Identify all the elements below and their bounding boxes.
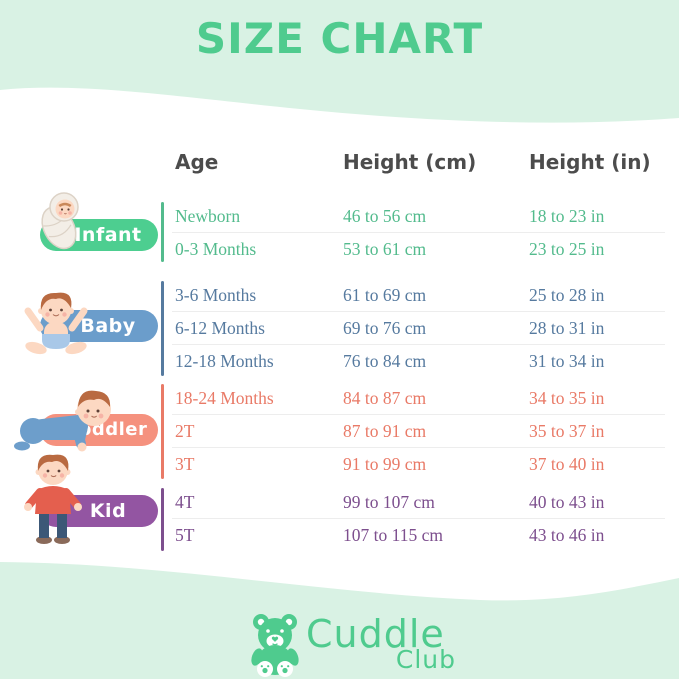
size-group-kid: 4T 99 to 107 cm 40 to 43 in 5T 107 to 11… bbox=[172, 486, 665, 551]
height-cm-cell: 76 to 84 cm bbox=[343, 351, 427, 371]
toddler-group-bar bbox=[161, 384, 164, 479]
height-cm-cell: 91 to 99 cm bbox=[343, 454, 427, 474]
age-cell: 3T bbox=[175, 454, 195, 474]
table-row: Newborn 46 to 56 cm 18 to 23 in bbox=[172, 200, 665, 232]
height-in-cell: 34 to 35 in bbox=[529, 388, 605, 408]
sitting-baby-icon bbox=[24, 292, 88, 355]
size-group-baby: 3-6 Months 61 to 69 cm 25 to 28 in 6-12 … bbox=[172, 279, 665, 377]
height-in-cell: 35 to 37 in bbox=[529, 421, 605, 441]
table-row: 18-24 Months 84 to 87 cm 34 to 35 in bbox=[172, 382, 665, 414]
height-in-cell: 28 to 31 in bbox=[529, 318, 605, 338]
header-height-in: Height (in) bbox=[529, 150, 651, 174]
age-cell: 6-12 Months bbox=[175, 318, 265, 338]
kid-group-bar bbox=[161, 488, 164, 551]
header-age: Age bbox=[175, 150, 219, 174]
infant-group-bar bbox=[161, 202, 164, 262]
height-cm-cell: 87 to 91 cm bbox=[343, 421, 427, 441]
height-cm-cell: 53 to 61 cm bbox=[343, 239, 427, 259]
page-title: SIZE CHART bbox=[195, 14, 484, 63]
table-row: 4T 99 to 107 cm 40 to 43 in bbox=[172, 486, 665, 518]
teddy-bear-icon bbox=[251, 614, 299, 677]
size-group-toddler: 18-24 Months 84 to 87 cm 34 to 35 in 2T … bbox=[172, 382, 665, 480]
age-cell: 2T bbox=[175, 421, 195, 441]
height-in-cell: 37 to 40 in bbox=[529, 454, 605, 474]
table-row: 12-18 Months 76 to 84 cm 31 to 34 in bbox=[172, 344, 665, 377]
table-row: 2T 87 to 91 cm 35 to 37 in bbox=[172, 414, 665, 447]
age-cell: 5T bbox=[175, 525, 195, 545]
age-cell: 3-6 Months bbox=[175, 285, 257, 305]
height-in-cell: 18 to 23 in bbox=[529, 206, 605, 226]
height-cm-cell: 99 to 107 cm bbox=[343, 492, 435, 512]
age-cell: Newborn bbox=[175, 206, 241, 226]
height-in-cell: 31 to 34 in bbox=[529, 351, 605, 371]
height-in-cell: 23 to 25 in bbox=[529, 239, 605, 259]
table-row: 6-12 Months 69 to 76 cm 28 to 31 in bbox=[172, 311, 665, 344]
age-cell: 12-18 Months bbox=[175, 351, 274, 371]
age-cell: 4T bbox=[175, 492, 195, 512]
header-height-cm: Height (cm) bbox=[343, 150, 477, 174]
brand-sub-name: Club bbox=[395, 645, 456, 674]
height-in-cell: 40 to 43 in bbox=[529, 492, 605, 512]
table-row: 3-6 Months 61 to 69 cm 25 to 28 in bbox=[172, 279, 665, 311]
height-cm-cell: 107 to 115 cm bbox=[343, 525, 443, 545]
age-cell: 0-3 Months bbox=[175, 239, 257, 259]
height-cm-cell: 61 to 69 cm bbox=[343, 285, 427, 305]
baby-group-bar bbox=[161, 281, 164, 376]
swaddled-baby-icon bbox=[41, 192, 79, 250]
height-cm-cell: 46 to 56 cm bbox=[343, 206, 427, 226]
size-group-infant: Newborn 46 to 56 cm 18 to 23 in 0-3 Mont… bbox=[172, 200, 665, 265]
table-row: 5T 107 to 115 cm 43 to 46 in bbox=[172, 518, 665, 551]
standing-kid-icon bbox=[24, 454, 82, 544]
age-cell: 18-24 Months bbox=[175, 388, 274, 408]
crawling-toddler-icon bbox=[14, 390, 111, 452]
height-in-cell: 43 to 46 in bbox=[529, 525, 605, 545]
height-cm-cell: 84 to 87 cm bbox=[343, 388, 427, 408]
height-cm-cell: 69 to 76 cm bbox=[343, 318, 427, 338]
table-row: 0-3 Months 53 to 61 cm 23 to 25 in bbox=[172, 232, 665, 265]
table-row: 3T 91 to 99 cm 37 to 40 in bbox=[172, 447, 665, 480]
height-in-cell: 25 to 28 in bbox=[529, 285, 605, 305]
table-header: Age Height (cm) Height (in) bbox=[172, 150, 665, 174]
